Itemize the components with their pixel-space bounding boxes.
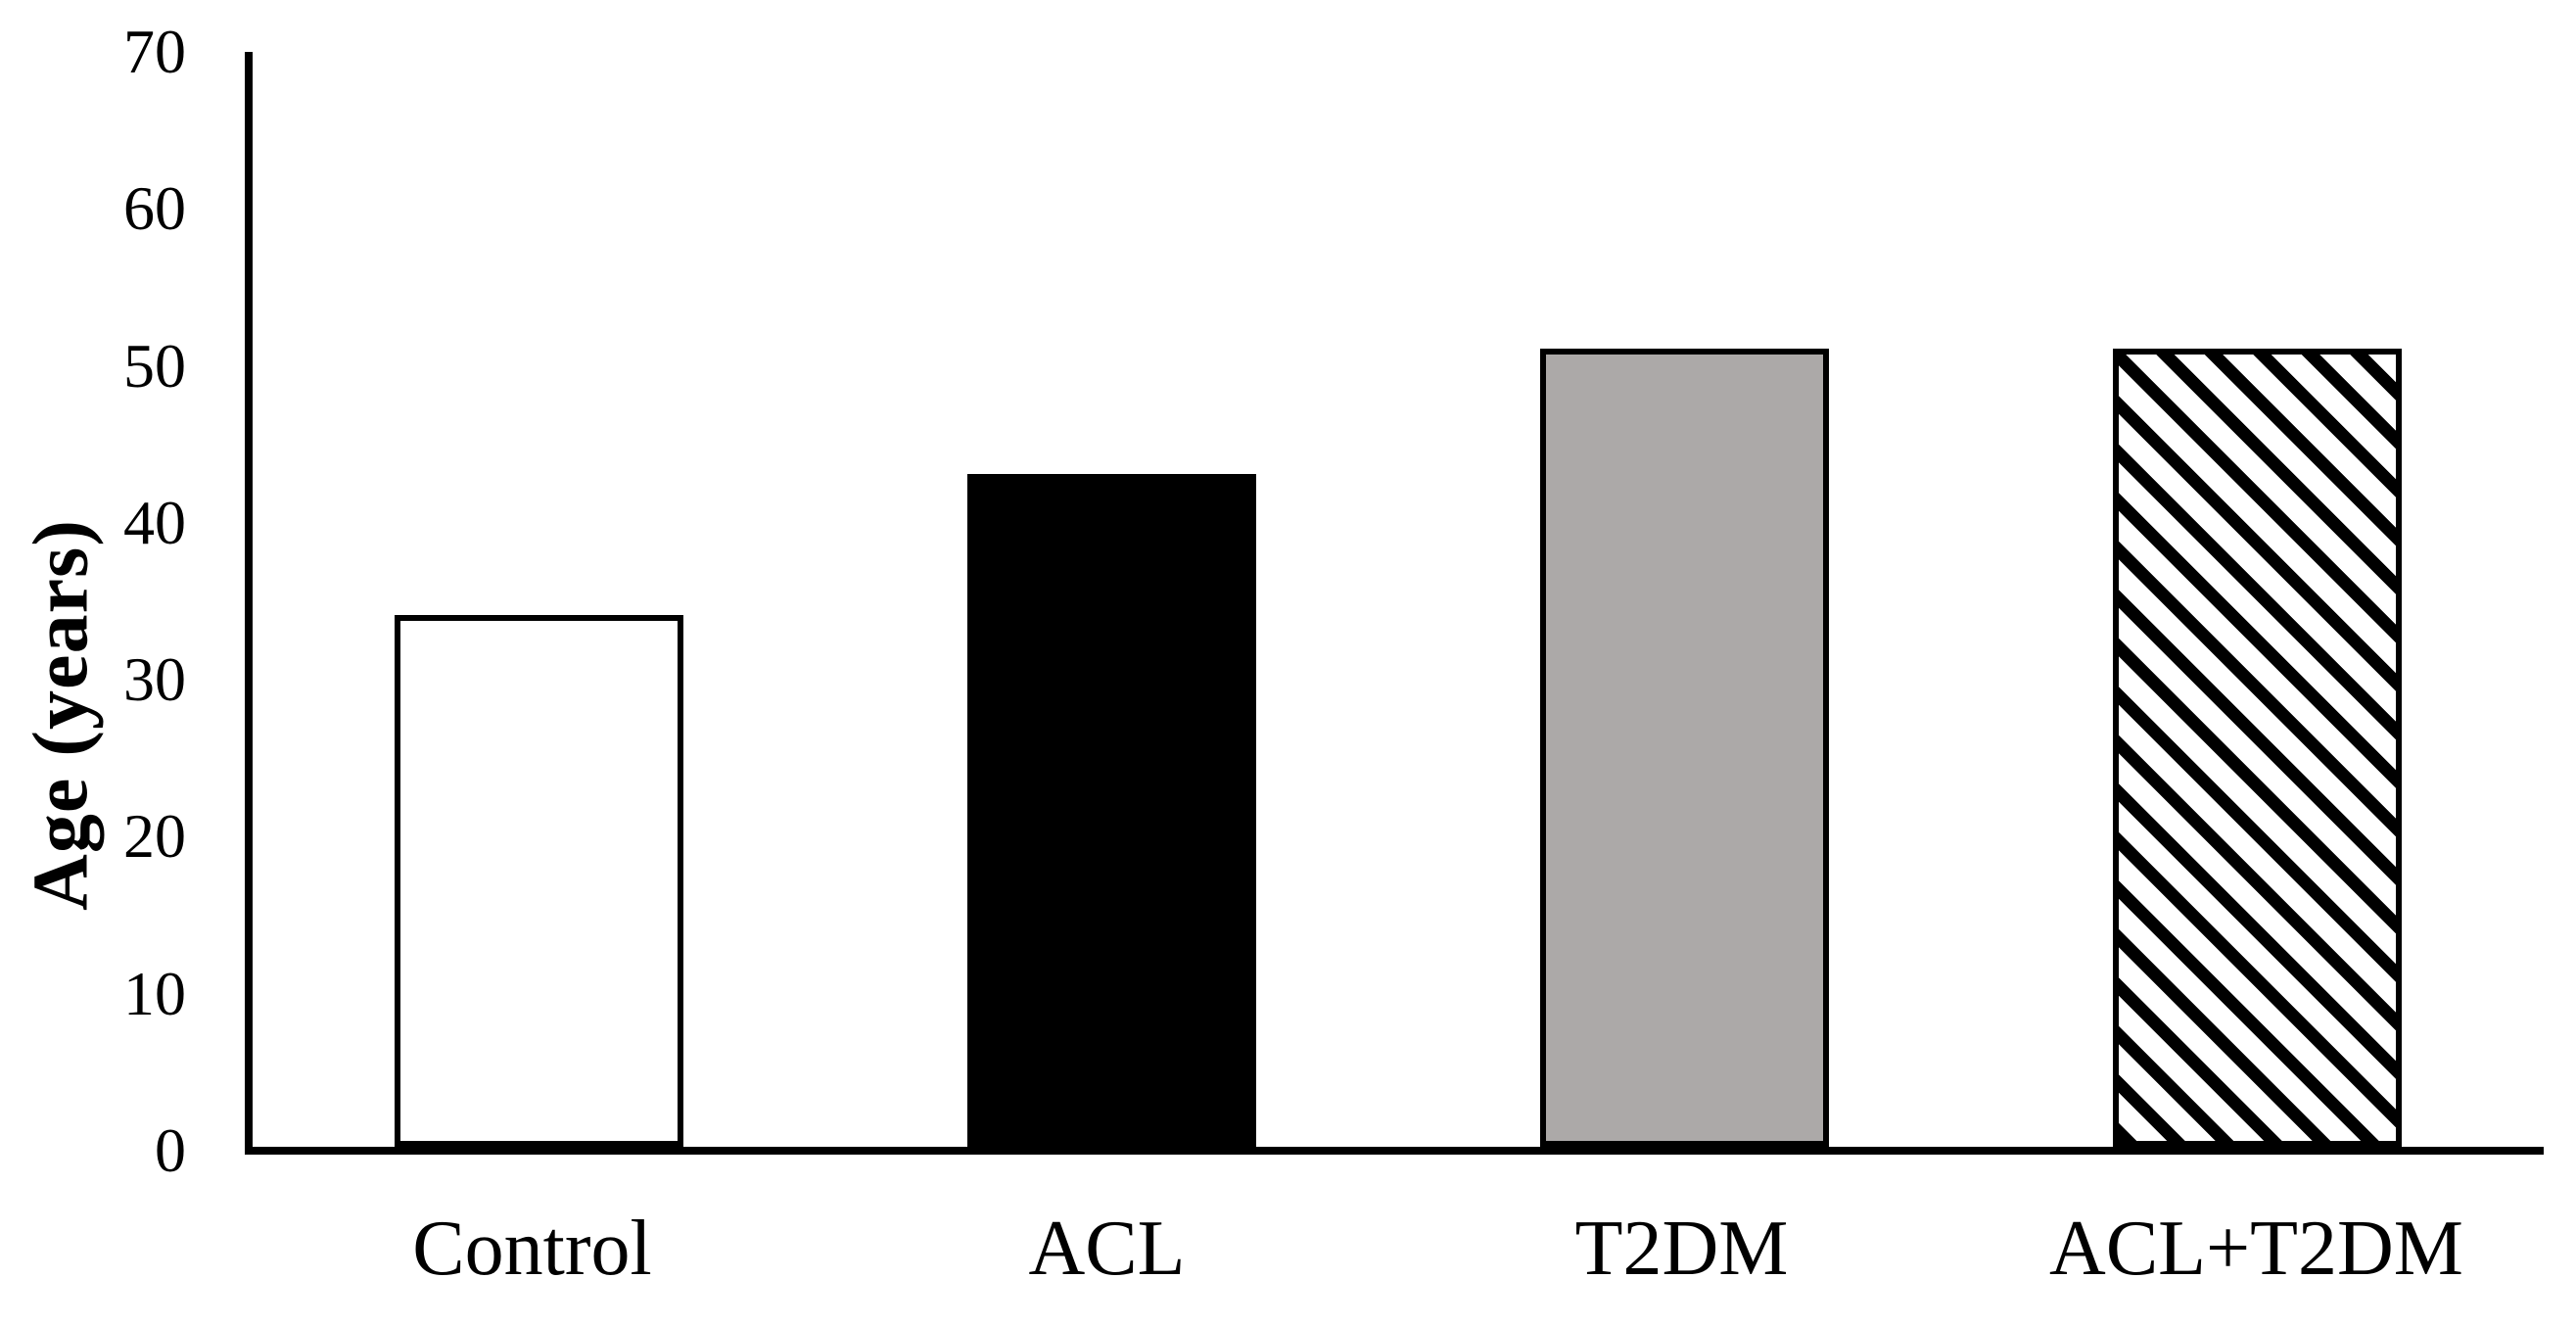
y-tick-label: 40: [123, 487, 186, 557]
bar-control: [394, 614, 684, 1147]
x-category-label: T2DM: [1574, 1206, 1789, 1292]
bar-acl-t2dm: [2112, 349, 2403, 1147]
y-tick-label: 60: [123, 173, 186, 244]
x-category-label: ACL+T2DM: [2049, 1206, 2463, 1292]
y-tick-label: 20: [123, 801, 186, 872]
y-tick-label: 50: [123, 330, 186, 401]
y-axis-tick-labels: 70 60 50 40 30 20 10 0: [29, 21, 186, 1182]
bar-slot: [1398, 52, 1971, 1147]
x-category-label: ACL: [1028, 1206, 1186, 1292]
x-axis-category-labels: Control ACL T2DM ACL+T2DM: [245, 1205, 2544, 1293]
bar-acl: [966, 474, 1257, 1147]
bar-slot: [825, 52, 1398, 1147]
y-tick-label: 10: [123, 958, 186, 1028]
bar-slot: [1971, 52, 2544, 1147]
bar-slot: [253, 52, 825, 1147]
y-tick-label: 70: [123, 17, 186, 86]
y-tick-label: 0: [155, 1114, 186, 1185]
bar-t2dm: [1539, 349, 1830, 1147]
y-tick-label: 30: [123, 644, 186, 715]
plot-area: [245, 52, 2544, 1155]
x-category-label: Control: [412, 1206, 652, 1292]
